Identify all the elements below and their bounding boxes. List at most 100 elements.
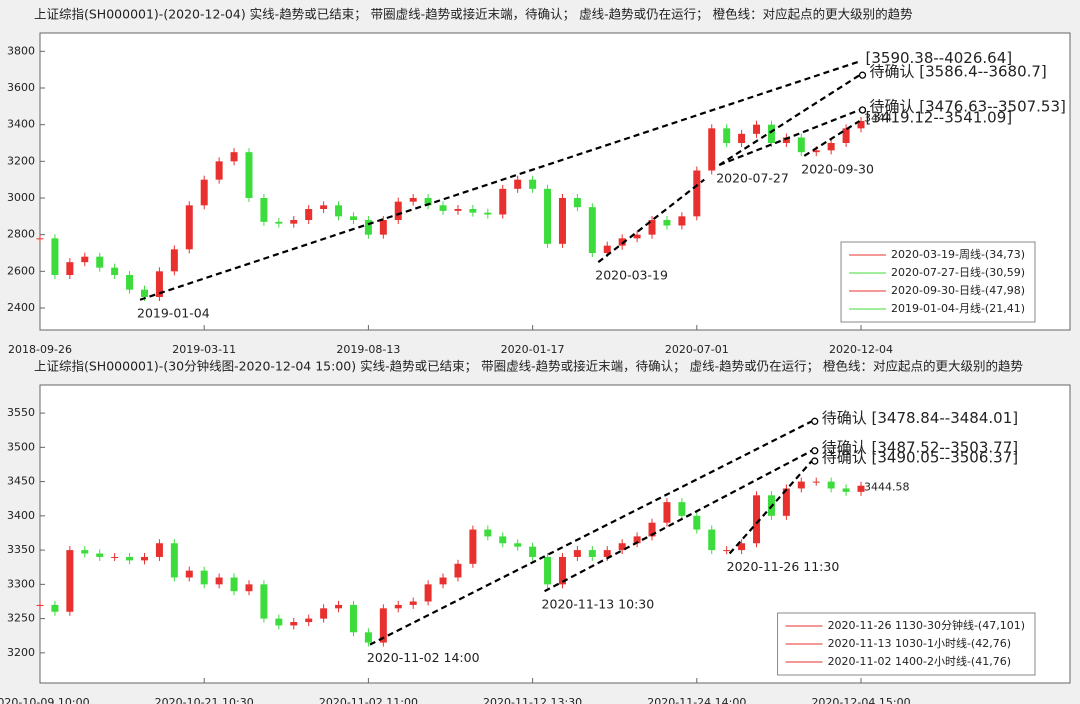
candle bbox=[81, 550, 89, 554]
candle bbox=[320, 608, 328, 619]
pivot-label: 2019-01-04 bbox=[137, 305, 210, 320]
candle bbox=[797, 137, 805, 153]
candle bbox=[842, 128, 850, 143]
candle bbox=[842, 488, 850, 492]
candle bbox=[424, 584, 432, 602]
x-tick-label: 2020-01-17 bbox=[501, 343, 565, 356]
y-tick-label: 3200 bbox=[7, 154, 35, 167]
candle bbox=[140, 556, 148, 561]
legend: 2020-11-26 1130-30分钟线-(47,101) 2020-11-13… bbox=[777, 612, 1036, 676]
candle bbox=[200, 570, 208, 585]
pivot-label: 2020-07-27 bbox=[716, 171, 789, 186]
legend-label: 2020-11-02 1400-2小时线-(41,76) bbox=[828, 654, 1011, 668]
candle bbox=[588, 207, 596, 253]
pivot-label: 2020-11-02 14:00 bbox=[367, 650, 480, 665]
candle bbox=[364, 632, 372, 643]
chart-title: 上证综指(SH000001)-(30分钟线图-2020-12-04 15:00)… bbox=[34, 359, 1024, 374]
candle bbox=[215, 577, 223, 585]
candle bbox=[290, 622, 298, 626]
trend-label: 待确认 [3586.4--3680.7] bbox=[870, 63, 1047, 81]
candle bbox=[409, 198, 417, 202]
candle bbox=[812, 150, 820, 153]
candle bbox=[514, 543, 522, 547]
x-tick-label: 2020-12-04 15:00 bbox=[811, 696, 910, 704]
candle bbox=[230, 152, 238, 162]
end-circle bbox=[858, 71, 867, 79]
candle bbox=[618, 238, 626, 246]
y-tick-label: 3500 bbox=[7, 440, 35, 453]
candle bbox=[439, 205, 447, 211]
candle bbox=[305, 618, 313, 623]
candle bbox=[260, 198, 268, 222]
candle bbox=[678, 502, 686, 516]
candle bbox=[36, 604, 44, 606]
y-tick-label: 3400 bbox=[7, 509, 35, 522]
y-tick-label: 3200 bbox=[7, 646, 35, 659]
candle bbox=[767, 124, 775, 143]
candle bbox=[275, 618, 283, 626]
candle bbox=[544, 556, 552, 585]
legend-label: 2020-11-13 1030-1小时线-(42,76) bbox=[828, 636, 1011, 650]
trend-line bbox=[544, 449, 813, 593]
candle bbox=[111, 267, 119, 275]
candle bbox=[782, 137, 790, 143]
candle bbox=[827, 143, 835, 151]
candle bbox=[782, 488, 790, 516]
candle bbox=[379, 608, 387, 643]
candle bbox=[111, 556, 119, 558]
x-tick-label: 2020-11-02 11:00 bbox=[319, 696, 418, 704]
candle bbox=[126, 275, 134, 290]
trend-label: [3419.12--3541.09] bbox=[866, 109, 1013, 127]
candle bbox=[514, 179, 522, 189]
candle bbox=[200, 179, 208, 206]
candle bbox=[603, 550, 611, 557]
candle bbox=[484, 212, 492, 215]
candle bbox=[215, 161, 223, 180]
candle bbox=[529, 546, 537, 557]
candle bbox=[290, 220, 298, 224]
end-circle bbox=[811, 447, 819, 455]
trend-label: 待确认 [3490.05--3506.37] bbox=[822, 449, 1018, 467]
end-circle bbox=[811, 417, 819, 425]
y-tick-label: 2400 bbox=[7, 301, 35, 314]
candle bbox=[708, 128, 716, 171]
candle bbox=[648, 220, 656, 235]
candle bbox=[738, 133, 746, 143]
candle bbox=[424, 198, 432, 206]
candle bbox=[797, 481, 805, 489]
candle bbox=[185, 570, 193, 578]
candle bbox=[723, 550, 731, 552]
candle bbox=[857, 121, 865, 129]
candle bbox=[155, 543, 163, 557]
candle bbox=[693, 515, 701, 530]
candle bbox=[36, 238, 44, 240]
y-tick-label: 3400 bbox=[7, 118, 35, 131]
candle bbox=[170, 249, 178, 272]
candle bbox=[140, 289, 148, 297]
trend-label: 待确认 [3478.84--3484.01] bbox=[822, 409, 1018, 427]
y-tick-label: 3000 bbox=[7, 191, 35, 204]
candle bbox=[499, 536, 507, 544]
candle bbox=[573, 198, 581, 208]
pivot-label: 2020-11-13 10:30 bbox=[542, 597, 655, 612]
trend-line bbox=[597, 178, 705, 264]
x-tick-label: 2020-12-04 bbox=[829, 343, 893, 356]
y-tick-label: 3550 bbox=[7, 406, 35, 419]
y-tick-label: 3300 bbox=[7, 577, 35, 590]
candle bbox=[663, 502, 671, 523]
x-tick-label: 2018-09-26 bbox=[8, 343, 72, 356]
trend-line bbox=[718, 74, 861, 166]
candle bbox=[320, 205, 328, 209]
candle bbox=[51, 604, 59, 612]
candle bbox=[51, 238, 59, 275]
x-tick-label: 2020-07-01 bbox=[665, 343, 729, 356]
candle bbox=[499, 188, 507, 215]
x-tick-label: 2020-11-12 13:30 bbox=[483, 696, 582, 704]
candle bbox=[738, 543, 746, 551]
legend-label: 2020-07-27-日线-(30,59) bbox=[891, 265, 1025, 279]
candle bbox=[454, 209, 462, 211]
trend-label: 待确认 [3476.63--3507.53] bbox=[870, 98, 1066, 116]
x-tick-label: 2020-11-24 14:00 bbox=[647, 696, 746, 704]
x-tick-label: 2019-08-13 bbox=[336, 343, 400, 356]
